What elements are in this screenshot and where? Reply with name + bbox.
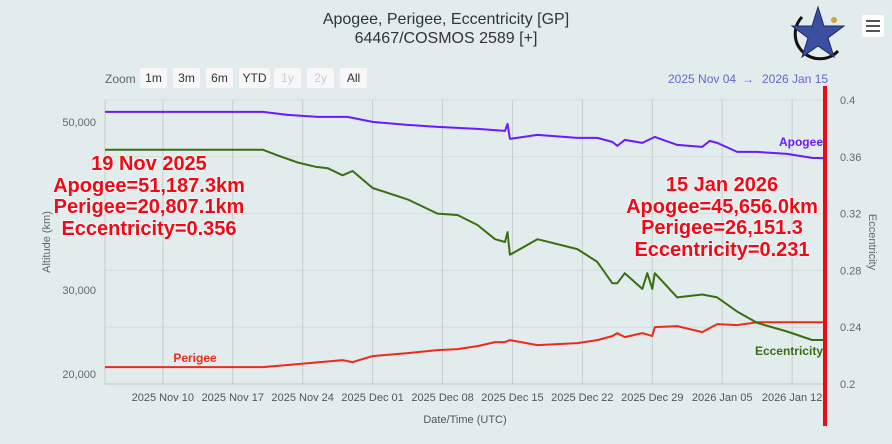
annotation-right-date: 15 Jan 2026 — [665, 174, 779, 196]
annotation-left-date: 19 Nov 2025 — [91, 153, 207, 175]
annotation-left: 19 Nov 2025 Apogee=51,187.3km Perigee=20… — [44, 153, 254, 240]
y2-tick-label: 0.28 — [840, 265, 861, 277]
star-logo-icon — [790, 5, 846, 61]
series-line-apogee — [105, 110, 826, 160]
annotation-left-perigee: Perigee=20,807.1km — [53, 196, 245, 218]
annotation-left-eccentricity: Eccentricity=0.356 — [61, 217, 237, 240]
chart-subtitle[interactable]: 64467/COSMOS 2589 [+] — [354, 30, 538, 47]
x-axis-label: Date/Time (UTC) — [423, 414, 506, 426]
y2-tick-label: 0.4 — [840, 95, 855, 107]
x-tick-label: 2025 Dec 29 — [621, 392, 683, 404]
x-tick-label: 2025 Dec 08 — [411, 392, 473, 404]
y-tick-label: 50,000 — [62, 117, 96, 129]
zoom-6m-button[interactable]: 6m — [206, 68, 233, 88]
x-tick-label: 2025 Dec 01 — [341, 392, 403, 404]
chart-title: Apogee, Perigee, Eccentricity [GP] — [322, 11, 570, 28]
marker-line — [823, 86, 827, 426]
range-arrow: → — [742, 72, 754, 86]
annotation-right-apogee: Apogee=45,656.0km — [626, 195, 818, 218]
y2-axis-label: Eccentricity — [866, 214, 878, 271]
series-label-apogee: Apogee — [779, 135, 823, 149]
range-from[interactable]: 2025 Nov 04 — [668, 72, 737, 86]
annotation-right: 15 Jan 2026 Apogee=45,656.0km Perigee=26… — [617, 174, 827, 261]
annotation-right-perigee: Perigee=26,151.3 — [641, 217, 803, 239]
series-line-eccentricity — [105, 148, 825, 341]
zoom-3m-button[interactable]: 3m — [173, 68, 200, 88]
series-label-eccentricity: Eccentricity — [755, 344, 823, 358]
y-tick-label: 30,000 — [62, 285, 96, 297]
series-line-perigee — [105, 321, 825, 369]
zoom-2y-button: 2y — [307, 68, 334, 88]
zoom-label: Zoom — [105, 72, 136, 86]
x-tick-label: 2026 Jan 12 — [762, 392, 823, 404]
x-tick-label: 2025 Nov 17 — [202, 392, 264, 404]
zoom-1m-button[interactable]: 1m — [140, 68, 167, 88]
x-tick-label: 2025 Nov 10 — [132, 392, 194, 404]
y2-tick-label: 0.24 — [840, 322, 861, 334]
y-axis-label: Altitude (km) — [41, 211, 53, 273]
zoom-1y-button: 1y — [274, 68, 301, 88]
range-to[interactable]: 2026 Jan 15 — [762, 72, 829, 86]
zoom-all-button[interactable]: All — [340, 68, 367, 88]
series-label-perigee: Perigee — [173, 351, 217, 365]
x-tick-label: 2025 Nov 24 — [271, 392, 333, 404]
y2-tick-label: 0.32 — [840, 209, 861, 221]
zoom-ytd-button[interactable]: YTD — [239, 68, 270, 88]
y2-tick-label: 0.2 — [840, 379, 855, 391]
y-tick-label: 20,000 — [62, 369, 96, 381]
x-tick-label: 2025 Dec 22 — [551, 392, 613, 404]
annotation-left-apogee: Apogee=51,187.3km — [53, 174, 245, 197]
x-tick-label: 2026 Jan 05 — [692, 392, 753, 404]
x-tick-label: 2025 Dec 15 — [481, 392, 543, 404]
annotation-right-eccentricity: Eccentricity=0.231 — [634, 238, 810, 261]
hamburger-menu-icon[interactable] — [862, 15, 884, 37]
y2-tick-label: 0.36 — [840, 152, 861, 164]
